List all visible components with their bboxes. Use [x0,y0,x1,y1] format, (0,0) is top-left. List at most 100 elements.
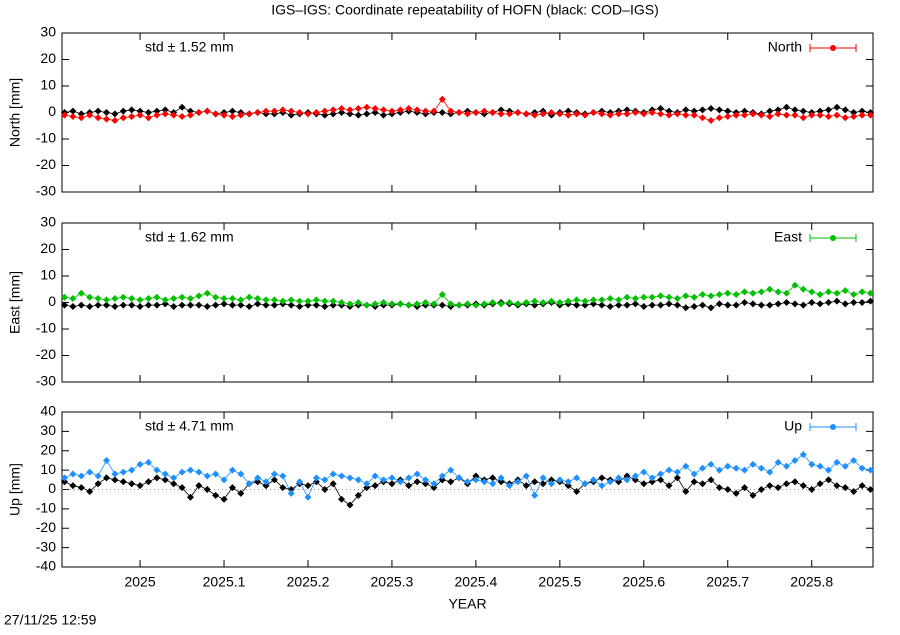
point [422,480,430,488]
point [455,301,463,309]
point [648,478,656,486]
point [757,486,765,493]
point [556,476,564,484]
point [94,301,102,309]
point [220,300,228,308]
x-tick-label: 2025.1 [203,574,246,590]
point [270,470,278,478]
point [833,482,841,490]
point [102,474,110,482]
point [799,285,807,293]
point [77,484,85,492]
point [178,293,186,301]
point [447,478,455,486]
point [766,285,774,293]
point [631,295,639,303]
point [648,293,656,301]
point [682,106,690,114]
x-tick-label: 2025.8 [790,574,833,590]
point [707,116,715,124]
point [741,484,749,492]
point [346,300,354,308]
point [522,482,530,490]
point [774,458,782,466]
point [94,107,102,115]
point [774,300,782,308]
legend-label: North [768,39,802,55]
point [371,300,379,308]
point [774,106,782,114]
point [522,110,530,118]
point [212,110,220,118]
point [228,107,236,115]
point [102,115,110,123]
point [682,292,690,300]
y-tick-label: -10 [36,130,56,146]
point [380,106,388,114]
point [581,297,589,305]
point [623,472,631,480]
point [715,114,723,122]
point [623,301,631,309]
point [422,299,430,306]
point [413,300,421,308]
point [338,495,346,503]
point [699,464,707,472]
point [757,301,765,309]
point [144,114,152,122]
point [262,296,270,304]
point [623,110,631,118]
point [245,293,253,301]
point [497,300,505,308]
point [203,486,211,493]
point [447,466,455,474]
point [648,109,656,116]
point [304,493,312,501]
point [514,109,522,116]
point [321,111,329,119]
point [296,109,304,116]
point [102,456,110,464]
point [732,489,740,497]
point [816,107,824,115]
point [312,296,320,304]
point [61,293,69,301]
point [430,480,438,488]
point [665,482,673,490]
point [783,462,791,470]
y-tick-label: 0 [48,293,56,309]
point [287,296,295,304]
point [707,105,715,113]
x-tick-label: 2025.5 [538,574,581,590]
point [94,114,102,122]
point [783,480,791,488]
point [799,301,807,309]
point [69,295,77,303]
legend-marker [830,45,836,51]
point [724,301,732,309]
point [144,109,152,116]
y-tick-label: 20 [40,240,56,256]
point [178,468,186,476]
point [497,110,505,118]
point [715,106,723,114]
point [262,482,270,490]
point [631,300,639,308]
point [673,295,681,303]
point [161,110,169,118]
point [598,482,606,490]
point [363,103,371,111]
point [338,472,346,480]
point [489,109,497,116]
y-tick-label: 0 [48,103,56,119]
point [128,301,136,309]
point [480,300,488,308]
point [321,302,329,310]
point [119,107,127,115]
x-axis-label: YEAR [448,596,486,612]
point [682,304,690,312]
point [102,296,110,304]
point [749,110,757,118]
point [262,301,270,309]
